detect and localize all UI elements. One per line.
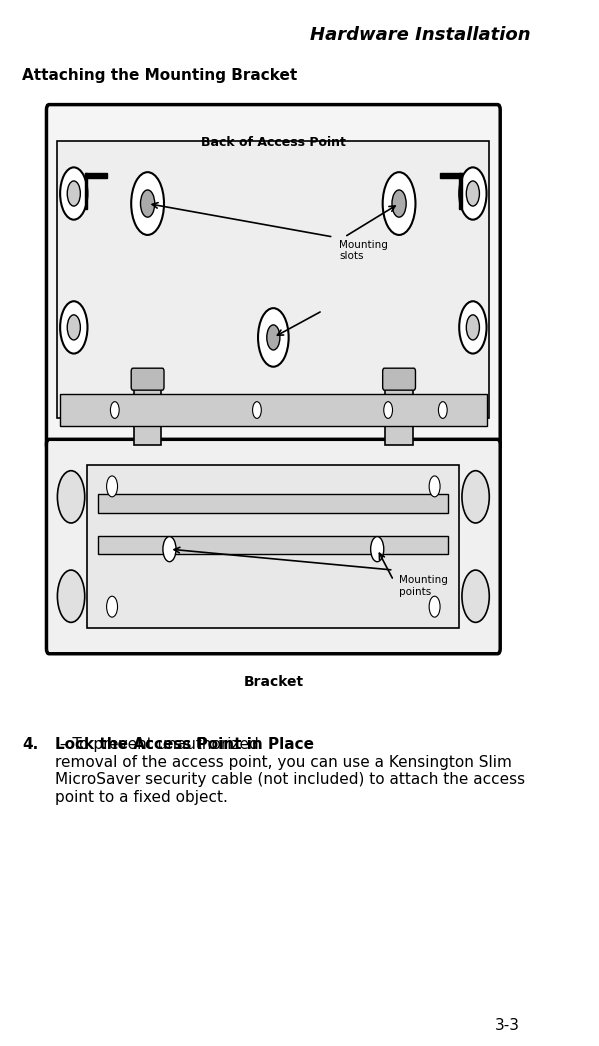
Circle shape <box>267 325 280 350</box>
Circle shape <box>67 181 80 206</box>
Bar <box>84 173 107 178</box>
Bar <box>98 494 448 513</box>
Text: Mounting
points: Mounting points <box>399 575 448 596</box>
Circle shape <box>60 167 87 220</box>
Circle shape <box>438 402 447 418</box>
FancyBboxPatch shape <box>131 368 164 390</box>
FancyBboxPatch shape <box>58 141 489 418</box>
Circle shape <box>462 570 489 622</box>
Circle shape <box>462 471 489 523</box>
Circle shape <box>141 190 155 218</box>
FancyBboxPatch shape <box>47 105 500 450</box>
Circle shape <box>384 402 392 418</box>
Circle shape <box>163 537 176 562</box>
Bar <box>440 173 462 178</box>
Text: 4.: 4. <box>22 737 38 752</box>
Bar <box>60 394 486 426</box>
Circle shape <box>258 309 289 367</box>
Bar <box>459 173 462 209</box>
FancyBboxPatch shape <box>87 465 459 628</box>
Circle shape <box>459 167 486 220</box>
Circle shape <box>466 181 479 206</box>
Circle shape <box>253 402 261 418</box>
Circle shape <box>429 476 440 497</box>
Circle shape <box>466 315 479 340</box>
Bar <box>98 536 448 554</box>
Text: – To prevent unauthorized
removal of the access point, you can use a Kensington : – To prevent unauthorized removal of the… <box>55 737 525 804</box>
Text: Attaching the Mounting Bracket: Attaching the Mounting Bracket <box>22 68 297 83</box>
Text: Mounting
slots: Mounting slots <box>339 240 388 262</box>
Text: 3-3: 3-3 <box>494 1019 519 1033</box>
Bar <box>84 173 87 209</box>
Circle shape <box>58 570 84 622</box>
Text: Back of Access Point: Back of Access Point <box>201 136 346 149</box>
Bar <box>134 377 161 445</box>
Text: Hardware Installation: Hardware Installation <box>310 26 530 44</box>
FancyBboxPatch shape <box>47 439 500 654</box>
Circle shape <box>58 471 84 523</box>
Circle shape <box>107 596 117 617</box>
Circle shape <box>392 190 406 218</box>
FancyBboxPatch shape <box>383 368 416 390</box>
Circle shape <box>429 596 440 617</box>
Circle shape <box>383 173 416 235</box>
Text: Lock the Access Point in Place: Lock the Access Point in Place <box>55 737 314 752</box>
Bar <box>385 377 413 445</box>
Circle shape <box>67 315 80 340</box>
Circle shape <box>107 476 117 497</box>
Circle shape <box>60 301 87 354</box>
Circle shape <box>371 537 384 562</box>
Circle shape <box>459 301 486 354</box>
Text: Bracket: Bracket <box>243 675 304 688</box>
Circle shape <box>131 173 164 235</box>
Circle shape <box>110 402 119 418</box>
